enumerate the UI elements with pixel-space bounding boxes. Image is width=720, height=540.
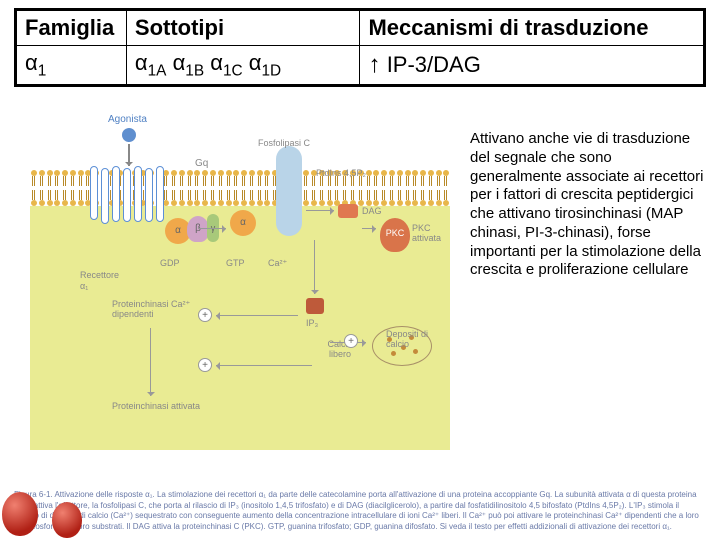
decorative-blob-icon <box>2 492 38 536</box>
plc-icon <box>276 146 302 236</box>
plus-icon: + <box>344 334 358 348</box>
arrow-icon <box>314 240 315 294</box>
arrow-icon <box>198 228 226 229</box>
ca-label: Ca²⁺ <box>268 258 287 269</box>
header-meccanismi: Meccanismi di trasduzione <box>360 11 704 46</box>
figure-caption: Figura 6-1. Attivazione delle risposte α… <box>14 490 706 532</box>
recettore-label: Recettore α₁ <box>80 270 119 292</box>
signal-transduction-diagram: Agonista Gq α β γ GDP α GTP Fosfolipasi … <box>30 110 450 450</box>
header-sottotipi: Sottotipi <box>126 11 360 46</box>
plc-label: Fosfolipasi C <box>258 138 310 148</box>
header-famiglia: Famiglia <box>17 11 127 46</box>
arrow-icon <box>216 315 298 316</box>
dag-icon <box>338 204 358 218</box>
pkc-attivata-label: PKC attivata <box>412 224 452 244</box>
gdp-label: GDP <box>160 258 180 268</box>
classification-table: Famiglia Sottotipi Meccanismi di trasduz… <box>14 8 706 87</box>
arrow-icon <box>306 210 334 211</box>
gq-label: Gq <box>195 158 208 169</box>
receptor-icon <box>90 154 170 224</box>
arrow-icon <box>216 365 312 366</box>
arrow-icon <box>150 328 151 396</box>
pkc-icon: PKC <box>380 218 410 252</box>
gtp-label: GTP <box>226 258 245 268</box>
pk-ca-label: Proteinchinasi Ca²⁺ dipendenti <box>112 300 202 320</box>
g-beta-icon: β <box>187 216 209 242</box>
cell-meccanismi: ↑ IP-3/DAG <box>360 46 704 85</box>
ip3-label: IP₃ <box>306 318 318 328</box>
agonist-icon <box>122 128 136 142</box>
arrow-icon <box>362 228 376 229</box>
cell-sottotipi: α1A α1B α1C α1D <box>126 46 360 85</box>
agonista-label: Agonista <box>108 114 147 125</box>
plus-icon: + <box>198 358 212 372</box>
pk-attivata-label: Proteinchinasi attivata <box>112 402 202 412</box>
dag-label: DAG <box>362 206 382 216</box>
cell-famiglia: α1 <box>17 46 127 85</box>
ip3-icon <box>306 298 324 314</box>
g-alpha-active-icon: α <box>230 210 256 236</box>
pip2-label: PtdIns 4,5P₂ <box>316 168 366 178</box>
decorative-blob-icon <box>52 502 82 538</box>
side-paragraph: Attivano anche vie di trasduzione del se… <box>470 130 704 280</box>
depositi-label: Depositi di calcio <box>386 330 436 350</box>
